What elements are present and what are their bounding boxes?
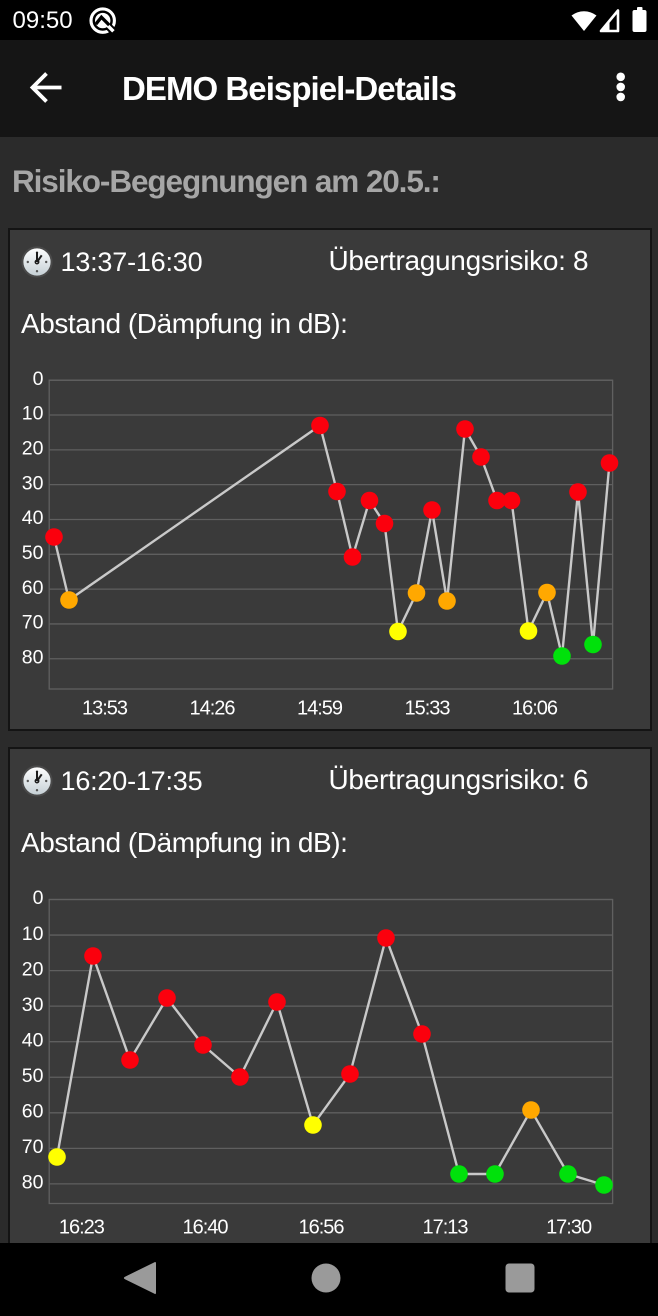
svg-text:16:06: 16:06 (512, 698, 558, 720)
svg-text:0: 0 (33, 368, 44, 390)
svg-text:70: 70 (22, 612, 44, 634)
svg-text:80: 80 (22, 1172, 44, 1194)
svg-text:60: 60 (22, 577, 44, 599)
svg-text:16:23: 16:23 (59, 1217, 105, 1239)
svg-text:80: 80 (22, 646, 44, 668)
svg-text:17:13: 17:13 (422, 1217, 468, 1239)
svg-text:10: 10 (22, 923, 44, 945)
svg-text:16:40: 16:40 (182, 1217, 228, 1239)
svg-text:40: 40 (22, 507, 44, 529)
svg-text:13:53: 13:53 (82, 698, 128, 720)
svg-text:14:26: 14:26 (189, 698, 235, 720)
svg-text:17:30: 17:30 (546, 1217, 592, 1239)
svg-text:14:59: 14:59 (297, 698, 343, 720)
svg-text:16:56: 16:56 (298, 1217, 344, 1239)
svg-text:50: 50 (22, 1065, 44, 1087)
svg-text:70: 70 (22, 1136, 44, 1158)
svg-text:15:33: 15:33 (404, 698, 450, 720)
svg-text:30: 30 (22, 472, 44, 494)
svg-text:10: 10 (22, 403, 44, 425)
svg-text:30: 30 (22, 994, 44, 1016)
svg-text:40: 40 (22, 1029, 44, 1051)
svg-text:60: 60 (22, 1101, 44, 1123)
svg-text:50: 50 (22, 542, 44, 564)
svg-text:20: 20 (22, 958, 44, 980)
svg-text:20: 20 (22, 438, 44, 460)
svg-text:0: 0 (33, 887, 44, 909)
